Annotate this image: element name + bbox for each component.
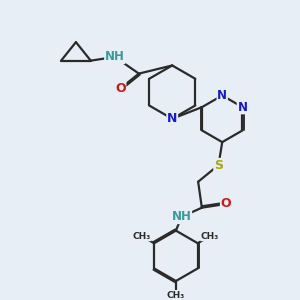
Text: S: S (214, 159, 223, 172)
Text: CH₃: CH₃ (133, 232, 151, 241)
Text: NH: NH (172, 210, 191, 224)
Text: CH₃: CH₃ (201, 232, 219, 241)
Text: NH: NH (105, 50, 125, 63)
Text: N: N (167, 112, 177, 125)
Text: CH₃: CH₃ (167, 291, 185, 300)
Text: O: O (115, 82, 126, 95)
Text: N: N (217, 89, 227, 102)
Text: N: N (237, 100, 248, 114)
Text: O: O (220, 197, 231, 211)
